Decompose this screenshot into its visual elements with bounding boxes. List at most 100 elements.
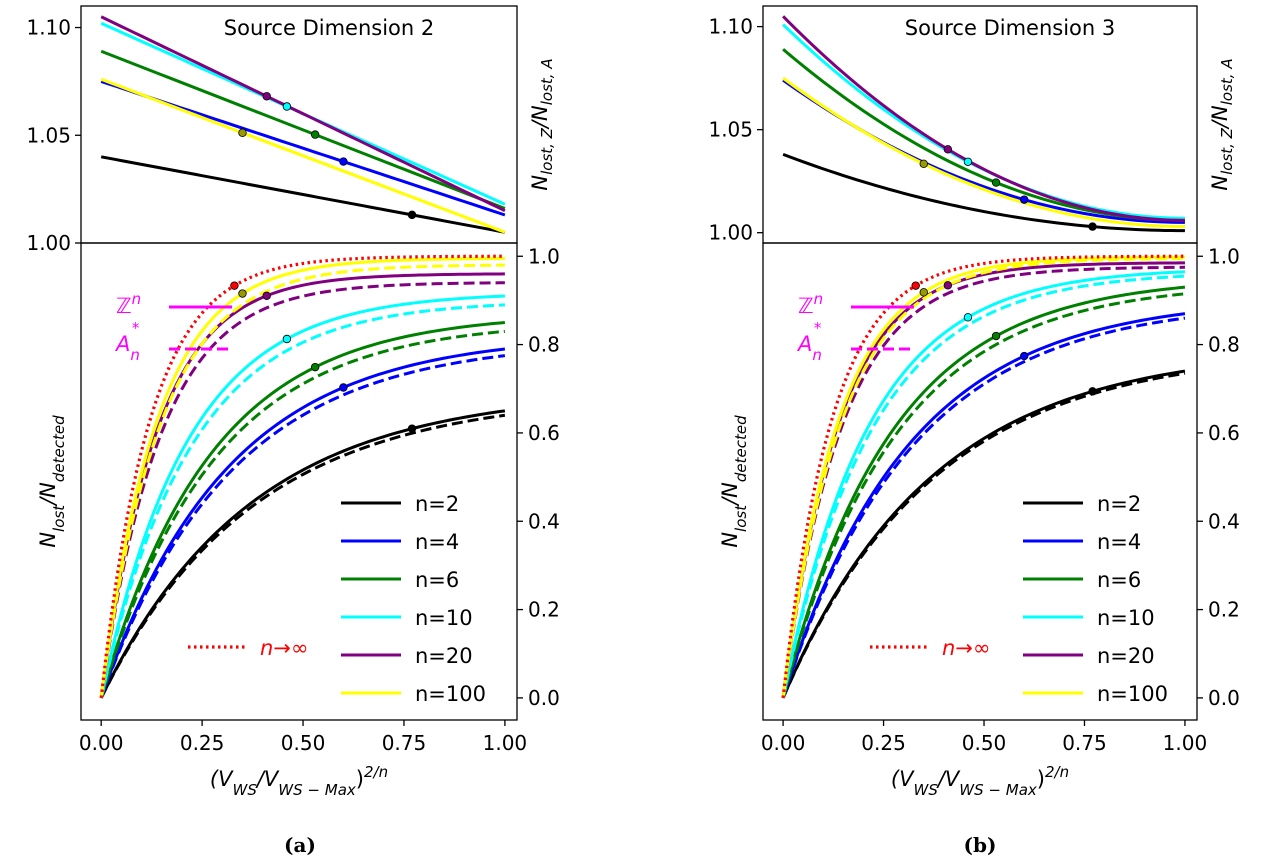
ylabel-part: lost, Z (1218, 127, 1236, 175)
top-series-marker (919, 159, 928, 169)
legend-label: n=2 (1097, 492, 1141, 516)
series-infinity-line (781, 254, 1185, 699)
infinity-legend-label: n→∞ (942, 636, 990, 660)
top-series-marker (1020, 195, 1029, 204)
infinity-legend: n→∞ (870, 636, 990, 660)
series-legend: n=2 n=4 n=6 n=10 n=20 n=100 (1023, 492, 1168, 706)
legend-label: n=2 (415, 492, 459, 516)
ylabel-part: detected (50, 415, 68, 482)
top-ytick-label: 1.10 (26, 16, 71, 40)
series-marker (911, 281, 920, 290)
series-an-line (781, 265, 1185, 699)
series-zn-line (99, 256, 505, 699)
lattice-legend-zn: ℤn (116, 290, 141, 318)
xlabel-part: 2/n (364, 763, 388, 781)
series-legend: n=2 n=4 n=6 n=10 n=20 n=100 (341, 492, 486, 706)
ytick-label: 0.4 (1208, 509, 1240, 533)
xtick-label: 0.50 (281, 731, 326, 755)
ylabel-part: lost, A (1218, 58, 1236, 105)
series-an-line (99, 354, 506, 699)
bottom-subplot: 0.00 0.25 0.50 0.75 1.000.0 0.2 0.4 0.6 0.8 1.0 (V… (36, 242, 560, 799)
legend-label: n=10 (415, 606, 473, 630)
series-zn-line (99, 347, 506, 699)
xtick-label: 0.00 (79, 731, 124, 755)
series-marker (919, 288, 928, 297)
ylabel-part: detected (732, 415, 750, 482)
an-sub: n (130, 346, 140, 364)
series-an-line (99, 263, 505, 699)
subplot-title: Source Dimension 2 (224, 16, 434, 40)
series-marker (407, 424, 417, 433)
top-series-line (782, 48, 1185, 222)
ytick-label: 0.0 (528, 686, 560, 710)
ylabel-part: N (1208, 175, 1232, 191)
top-series-line (782, 76, 1185, 229)
top-series-line (782, 152, 1185, 233)
xlabel-part: WS (913, 781, 938, 799)
ylabel-part: N (36, 532, 60, 548)
ytick-label: 1.0 (1208, 244, 1240, 268)
ylabel-part: /N (1208, 105, 1232, 130)
xlabel-part: WS (232, 781, 257, 799)
xtick-label: 1.00 (483, 731, 528, 755)
zn-sup: n (132, 290, 142, 308)
top-series-marker (310, 130, 320, 139)
xlabel-part: 2/n (1045, 763, 1069, 781)
x-axis-label: (VWS/VWS − Max)2/n (210, 763, 388, 799)
legend-label: n=100 (415, 682, 486, 706)
infinity-legend-label: n→∞ (260, 636, 308, 660)
series-an-line (99, 281, 505, 699)
an-sup: * (132, 319, 140, 337)
xtick-label: 0.00 (761, 731, 806, 755)
top-series-line (100, 155, 506, 234)
legend-label: n=6 (415, 568, 459, 592)
zn-sup: n (814, 290, 824, 308)
series-marker (282, 334, 292, 344)
legend-label: n=100 (1097, 682, 1168, 706)
legend-label: n=20 (1097, 644, 1155, 668)
legend-label: n=6 (1097, 568, 1141, 592)
series-an-line (781, 274, 1186, 699)
ytick-label: 0.4 (528, 509, 560, 533)
ylabel-part: lost, Z (538, 127, 556, 175)
top-series-marker (407, 210, 417, 220)
series-marker (943, 281, 953, 290)
zn-symbol: ℤ (116, 294, 132, 318)
series-marker (1088, 387, 1097, 396)
xlabel-part: ) (356, 767, 364, 791)
bottom-left-ylabel: Nlost/Ndetected (718, 415, 750, 548)
xlabel-part: /V (936, 767, 961, 791)
top-frame (80, 5, 518, 244)
ylabel-part: lost (732, 504, 750, 532)
infinity-legend: n→∞ (188, 636, 308, 660)
series-zn-line (99, 321, 506, 699)
xtick-label: 0.25 (861, 731, 906, 755)
subplot-title: Source Dimension 3 (905, 16, 1115, 40)
series-zn-line (781, 312, 1186, 699)
top-frame (762, 5, 1198, 244)
ylabel-part: /N (36, 482, 60, 507)
ytick-label: 0.0 (1208, 686, 1240, 710)
bottom-subplot: 0.00 0.25 0.50 0.75 1.000.0 0.2 0.4 0.6 0.8 1.0 (V… (718, 242, 1240, 799)
series-marker (238, 289, 247, 298)
top-right-ylabel: Nlost, Z/Nlost, A (1208, 58, 1236, 190)
series-marker (963, 313, 973, 322)
series-an-line (99, 413, 506, 699)
series-zn-line (781, 270, 1186, 699)
top-series-marker (1088, 222, 1097, 231)
top-series-line (782, 78, 1185, 224)
series-marker (230, 281, 239, 290)
top-subplot: 1.00 1.05 1.10 Source Dimension 3 Nlost, Z/N… (708, 5, 1236, 245)
subfigure-caption: (a) (284, 833, 316, 857)
series-marker (262, 291, 271, 300)
ytick-label: 0.2 (1208, 598, 1240, 622)
top-series-marker (282, 102, 292, 111)
xlabel-part: ) (1037, 767, 1045, 791)
zn-symbol: ℤ (798, 294, 814, 318)
top-ytick-label: 1.10 (708, 15, 753, 39)
legend-label: n=20 (415, 644, 473, 668)
series-an-line (99, 303, 505, 699)
top-subplot: 1.00 1.05 1.10 Source Dimension 2 Nlost, Z/N… (26, 5, 556, 255)
series-marker (1020, 351, 1029, 361)
